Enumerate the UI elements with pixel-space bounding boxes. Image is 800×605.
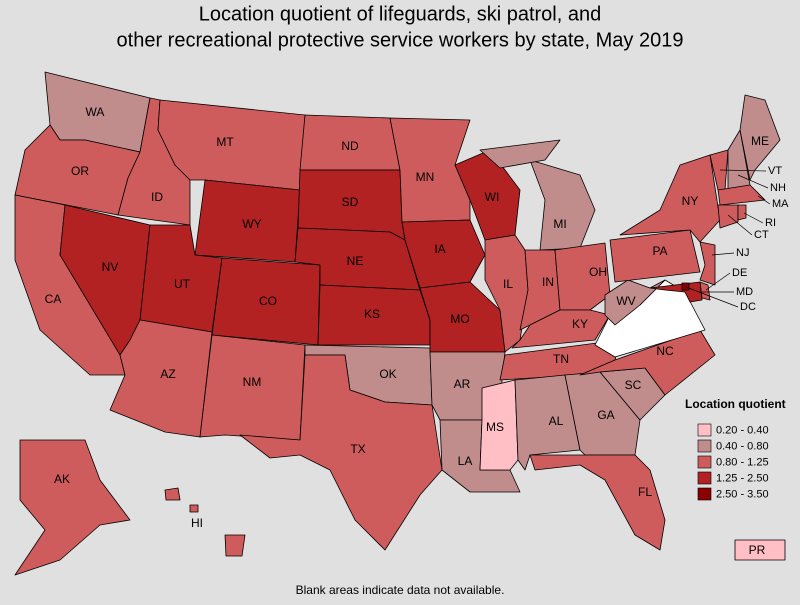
state-label: OK (379, 367, 396, 381)
state (737, 204, 747, 221)
state-label: HI (191, 516, 203, 530)
state-label: NJ (736, 247, 749, 259)
state-label: DE (732, 267, 747, 279)
leader-line (685, 286, 739, 308)
state-label: RI (765, 217, 776, 229)
state-label: OH (589, 265, 607, 279)
state (681, 282, 690, 291)
state-label: ME (751, 134, 769, 148)
legend-title: Location quotient (685, 397, 786, 411)
state-label: IL (503, 277, 513, 291)
state-label: NC (656, 344, 674, 358)
state-label: AK (54, 472, 70, 486)
state (189, 504, 199, 513)
state (529, 454, 666, 551)
leader-line (705, 272, 731, 291)
state-label: MO (450, 312, 469, 326)
state-label: IA (434, 242, 445, 256)
state (224, 534, 246, 557)
state-label: MS (486, 420, 504, 434)
leader-line (727, 214, 753, 236)
state-labels: WA OR CA NV ID MT WY UT CO AZ NM ND SD NE KS OK TX MN IA MO… (45, 105, 789, 557)
state-label: NE (347, 254, 364, 268)
legend-swatch (697, 423, 712, 437)
state-label: KY (572, 317, 588, 331)
state (734, 539, 786, 561)
legend-label: 0.20 - 0.40 (716, 424, 769, 436)
state (511, 309, 611, 349)
state (717, 184, 766, 206)
state-label: AL (549, 414, 564, 428)
state-label: CT (754, 229, 769, 241)
state-label: GA (597, 408, 614, 422)
state (529, 159, 596, 251)
legend-label: 2.50 - 3.50 (716, 488, 769, 500)
legend-swatch (697, 471, 712, 485)
state-label: MT (216, 135, 234, 149)
state-label: MI (553, 217, 566, 231)
legend: Location quotient 0.20 - 0.40 0.40 - 0.80… (685, 397, 786, 500)
state-label: SC (625, 378, 642, 392)
legend-swatch (697, 439, 712, 453)
state-label: WA (86, 105, 105, 119)
title-line: Location quotient of lifeguards, ski pat… (199, 3, 601, 25)
state-label: UT (174, 277, 191, 291)
title-line: other recreational protective service wo… (117, 29, 684, 51)
state-label: IN (542, 275, 554, 289)
state-label: AR (454, 377, 471, 391)
leader-line (743, 212, 764, 224)
state-label: MA (772, 198, 789, 210)
state-label: NY (682, 194, 699, 208)
state-label: TX (350, 442, 365, 456)
state (554, 242, 611, 311)
legend-label: 0.40 - 0.80 (716, 440, 769, 452)
legend-label: 0.80 - 1.25 (716, 456, 769, 468)
leader-line (719, 169, 767, 172)
state-label: PA (652, 244, 667, 258)
state-label: TN (553, 352, 569, 366)
states (14, 71, 786, 576)
leader-line (711, 252, 735, 256)
state-label: FL (638, 485, 652, 499)
state (239, 354, 443, 551)
legend-swatch (697, 487, 712, 501)
state (389, 117, 471, 223)
leader-line (737, 174, 769, 189)
state-label: MD (736, 286, 753, 298)
state-label: KS (364, 307, 380, 321)
state (619, 154, 721, 243)
legend-swatch (697, 455, 712, 469)
state (604, 279, 666, 326)
state-label: DC (740, 301, 756, 313)
state (579, 329, 716, 396)
state-label: NH (770, 182, 786, 194)
state-label: ND (341, 139, 359, 153)
state-label: MN (416, 170, 435, 184)
state-label: WV (616, 294, 635, 308)
legend-label: 1.25 - 2.50 (716, 472, 769, 484)
footnote: Blank areas indicate data not available. (296, 583, 505, 597)
state-label: ID (151, 190, 163, 204)
state-label: PR (749, 543, 766, 557)
state (609, 229, 701, 283)
state-label: LA (458, 454, 473, 468)
state-label: OR (71, 164, 89, 178)
leader-line (757, 195, 771, 205)
state-label: AZ (160, 367, 175, 381)
state-label: WY (242, 217, 261, 231)
state-label: VT (768, 165, 782, 177)
state (717, 204, 739, 229)
state-label: CA (45, 292, 62, 306)
state (164, 487, 181, 501)
state-label: WI (485, 190, 500, 204)
state-label: CO (259, 294, 277, 308)
state-label: NV (102, 260, 119, 274)
state (14, 439, 131, 576)
state-label: SD (342, 195, 359, 209)
state-label: NM (243, 375, 262, 389)
state (699, 241, 716, 286)
state (479, 139, 561, 169)
